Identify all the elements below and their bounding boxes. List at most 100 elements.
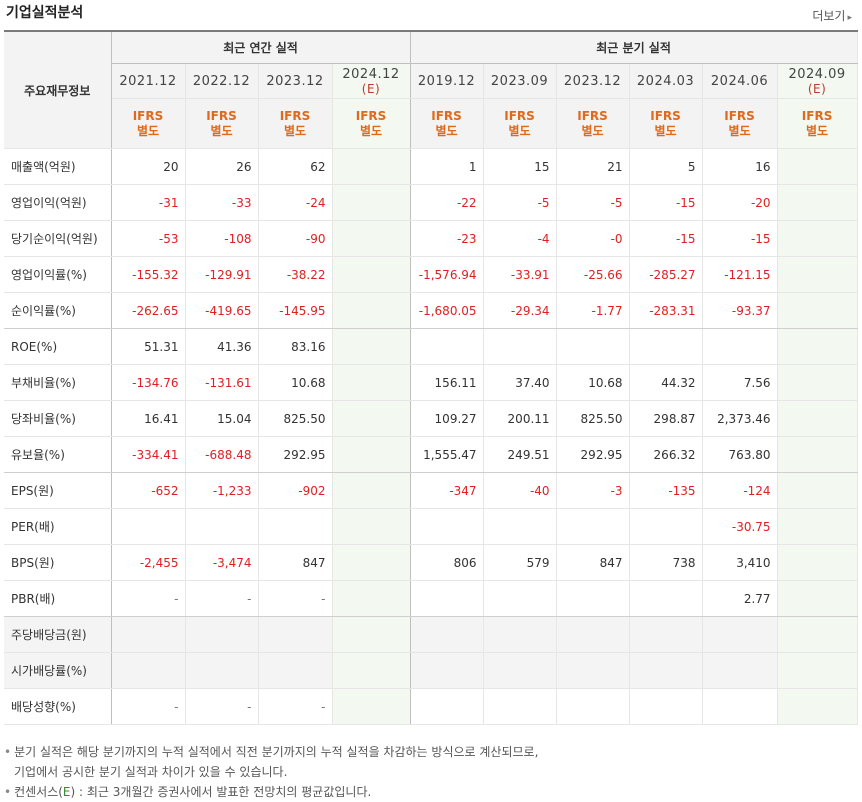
table-cell: 41.36 (185, 328, 259, 365)
table-cell (556, 688, 630, 725)
table-cell: -25.66 (556, 256, 630, 293)
ifrs-label: IFRS 별도 (556, 98, 630, 149)
table-cell: - (258, 580, 333, 617)
row-header-label: 주요재무정보 (4, 31, 112, 149)
table-cell (483, 616, 557, 653)
table-cell (410, 688, 484, 725)
table-cell (777, 220, 858, 257)
table-cell: -29.34 (483, 292, 557, 329)
table-cell: 825.50 (258, 400, 333, 437)
ifrs-type: 별도 (508, 123, 531, 138)
table-cell: - (185, 580, 259, 617)
ifrs-type: 별도 (654, 123, 677, 138)
row-label: PER(배) (4, 508, 112, 545)
table-cell: -285.27 (629, 256, 703, 293)
ifrs-label: IFRS 별도 (410, 98, 484, 149)
table-cell: -20 (702, 184, 778, 221)
table-cell: 16.41 (111, 400, 186, 437)
table-cell (332, 688, 411, 725)
table-cell (556, 508, 630, 545)
table-cell: -262.65 (111, 292, 186, 329)
table-cell: -15 (629, 220, 703, 257)
table-cell: -134.76 (111, 364, 186, 401)
table-cell (258, 508, 333, 545)
estimate-marker: (E) (807, 81, 827, 96)
table-row: 영업이익(억원) -31 -33 -24 -22 -5 -5 -15 -20 (4, 184, 858, 221)
table-cell (332, 544, 411, 581)
ifrs-standard: IFRS (724, 108, 755, 123)
period-header: 2019.12 (410, 63, 484, 99)
period-header: 2024.12 (E) (332, 63, 411, 99)
table-cell: -131.61 (185, 364, 259, 401)
period-header: 2023.12 (556, 63, 630, 99)
ifrs-label: IFRS 별도 (777, 98, 858, 149)
period-header: 2024.09 (E) (777, 63, 858, 99)
table-cell: -1.77 (556, 292, 630, 329)
table-cell (629, 652, 703, 689)
table-row: PER(배) -30.75 (4, 508, 858, 545)
ifrs-standard: IFRS (801, 108, 833, 123)
ifrs-type: 별도 (806, 123, 829, 138)
table-cell: 249.51 (483, 436, 557, 473)
row-label: BPS(원) (4, 544, 112, 581)
table-cell: -90 (258, 220, 333, 257)
table-cell: 51.31 (111, 328, 186, 365)
estimate-marker: (E) (361, 81, 381, 96)
ifrs-standard: IFRS (431, 108, 462, 123)
table-cell: 1,555.47 (410, 436, 484, 473)
ifrs-label: IFRS 별도 (258, 98, 333, 149)
period-label: 2019.12 (417, 73, 476, 89)
table-cell: 847 (556, 544, 630, 581)
table-row: 영업이익률(%) -155.32 -129.91 -38.22 -1,576.94 -33… (4, 256, 858, 293)
table-cell: -1,233 (185, 472, 259, 509)
table-cell: -334.41 (111, 436, 186, 473)
table-cell: 579 (483, 544, 557, 581)
table-cell (777, 256, 858, 293)
table-cell: 156.11 (410, 364, 484, 401)
table-cell: - (111, 580, 186, 617)
table-cell (629, 328, 703, 365)
table-cell (777, 184, 858, 221)
period-header: 2024.03 (629, 63, 703, 99)
row-label: 시가배당률(%) (4, 652, 112, 689)
footnote-1-text: 분기 실적은 해당 분기까지의 누적 실적에서 직전 분기까지의 누적 실적을 … (14, 745, 539, 759)
table-cell (185, 652, 259, 689)
footnote-1-cont: 기업에서 공시한 분기 실적과 차이가 있을 수 있습니다. (14, 765, 288, 779)
table-row: BPS(원) -2,455 -3,474 847 806 579 847 738 3,410 (4, 544, 858, 581)
table-cell: -4 (483, 220, 557, 257)
table-cell: -1,576.94 (410, 256, 484, 293)
table-cell: -108 (185, 220, 259, 257)
table-cell: -15 (702, 220, 778, 257)
table-cell: -33.91 (483, 256, 557, 293)
table-cell (629, 508, 703, 545)
table-cell: 3,410 (702, 544, 778, 581)
table-row: 유보율(%) -334.41 -688.48 292.95 1,555.47 249.51… (4, 436, 858, 473)
table-cell (777, 508, 858, 545)
row-label: 당좌비율(%) (4, 400, 112, 437)
table-cell: -688.48 (185, 436, 259, 473)
table-cell (410, 328, 484, 365)
table-cell: - (111, 688, 186, 725)
table-cell (185, 616, 259, 653)
quarterly-group-header: 최근 분기 실적 (410, 31, 858, 64)
ifrs-type: 별도 (581, 123, 604, 138)
table-cell: -3,474 (185, 544, 259, 581)
table-cell (702, 328, 778, 365)
table-cell: 7.56 (702, 364, 778, 401)
table-cell (629, 688, 703, 725)
table-cell: 292.95 (258, 436, 333, 473)
table-cell: -121.15 (702, 256, 778, 293)
table-cell: 266.32 (629, 436, 703, 473)
table-cell: -902 (258, 472, 333, 509)
table-row: 시가배당률(%) (4, 652, 858, 689)
table-cell: -5 (556, 184, 630, 221)
table-cell: 109.27 (410, 400, 484, 437)
table-cell (483, 652, 557, 689)
table-cell: 2.77 (702, 580, 778, 617)
ifrs-label: IFRS 별도 (702, 98, 778, 149)
more-link[interactable]: 더보기 ▸ (812, 7, 852, 24)
table-cell (332, 364, 411, 401)
table-cell (702, 616, 778, 653)
period-label: 2021.12 (119, 73, 177, 89)
table-row: 순이익률(%) -262.65 -419.65 -145.95 -1,680.05 -29… (4, 292, 858, 329)
